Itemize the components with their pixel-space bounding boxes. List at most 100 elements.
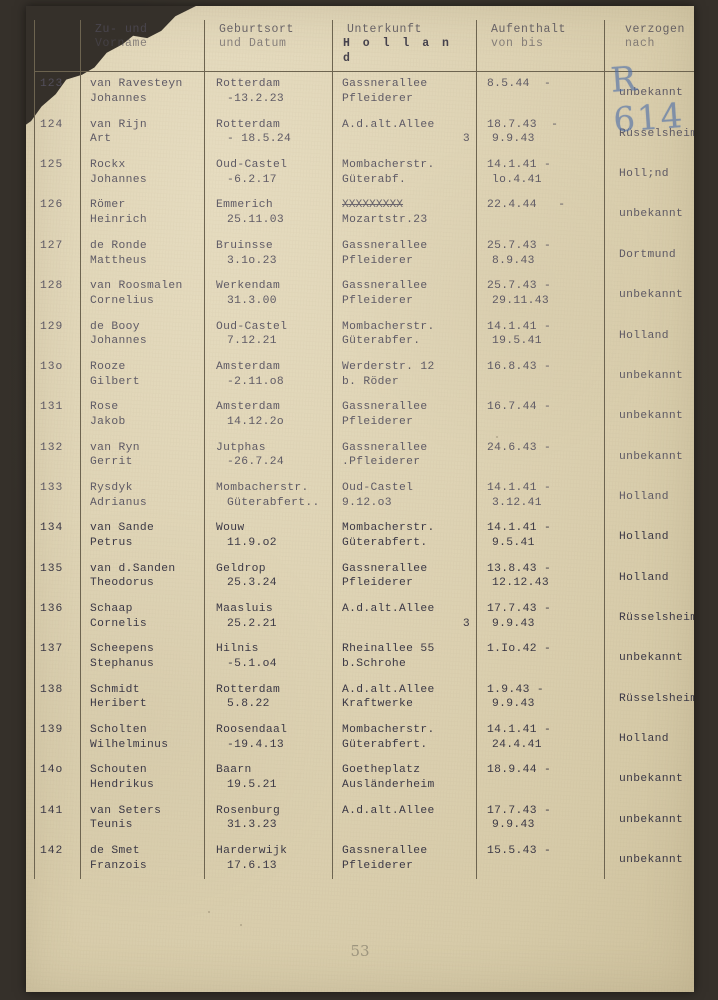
cell-destination: unbekannt [619, 289, 684, 302]
cell-record-number: 126 [34, 193, 81, 234]
cell-accommodation: Goetheplatz Ausländerheim [332, 758, 477, 799]
header-birth-line2: und Datum [219, 37, 287, 51]
cell-destination: Rüsselsheim [619, 692, 694, 705]
cell-accommodation: Werderstr. 12 b. Röder [332, 354, 477, 396]
cell-accommodation: Mombacherstr. Güterabfert. [332, 717, 477, 759]
cell-person-name: Schouten Hendrikus [80, 758, 205, 799]
cell-birthplace-date: Jutphas -26.7.24 [204, 435, 333, 476]
table-row: 125 Rockx Johannes Oud-Castel -6.2.17 Mombach… [34, 153, 695, 194]
paper-speck [208, 911, 210, 913]
header-dest-line2: nach [625, 37, 656, 51]
page-folio-number: 53 [350, 942, 370, 960]
cell-record-number: 132 [34, 435, 81, 476]
cell-destination: unbekannt [619, 652, 684, 665]
cell-stay-dates: 14.1.41 -19.5.41 [476, 314, 605, 355]
cell-birthplace-date: Rotterdam -13.2.23 [204, 71, 333, 113]
cell-record-number: 124 [34, 112, 81, 154]
cell-record-number: 136 [34, 596, 81, 638]
cell-stay-dates: 1.9.43 -9.9.43 [476, 677, 605, 718]
cell-stay-dates: 24.6.43 - [476, 435, 605, 476]
cell-stay-dates: 22.4.44 - [476, 193, 605, 234]
header-name-line1: Zu- und [95, 23, 148, 36]
cell-destination: Holland [619, 329, 669, 342]
table-row: 131 Rose Jakob Amsterdam 14.12.2o Gassneralle… [34, 395, 695, 436]
cell-birthplace-date: Wouw 11.9.o2 [204, 516, 333, 557]
registry-table: Zu- und Vorname Geburtsort und Datum Unt… [34, 20, 695, 880]
cell-birthplace-date: Baarn 19.5.21 [204, 758, 333, 799]
cell-stay-dates: 14.1.41 -9.5.41 [476, 516, 605, 557]
table-row: 132 van Ryn Gerrit Jutphas -26.7.24 Gassneral… [34, 435, 695, 476]
cell-accommodation: A.d.alt.Allee [332, 798, 477, 839]
table-row: 13o Rooze Gilbert Amsterdam -2.11.o8 Werderst… [34, 354, 695, 396]
cell-accommodation: Gassnerallee Pfleiderer [332, 838, 477, 880]
header-stay-line1: Aufenthalt [491, 23, 567, 36]
cell-accommodation: XXXXXXXXX Mozartstr.23 [332, 193, 477, 234]
cell-stay-dates: 18.9.44 - [476, 758, 605, 799]
cell-stay-dates: 16.7.44 - [476, 395, 605, 436]
cell-destination: Rüsselsheim [619, 127, 694, 140]
cell-stay-dates: 25.7.43 -29.11.43 [476, 274, 605, 315]
column-header-name: Zu- und Vorname [80, 20, 205, 73]
column-header-birthplace: Geburtsort und Datum [204, 20, 333, 73]
cell-stay-dates: 1.Io.42 - [476, 637, 605, 678]
table-row: 142 de Smet Franzois Harderwijk 17.6.13 Gassn… [34, 838, 695, 880]
cell-stay-dates: 8.5.44 - [476, 71, 605, 113]
cell-birthplace-date: Hilnis -5.1.o4 [204, 637, 333, 678]
cell-birthplace-date: Geldrop 25.3.24 [204, 556, 333, 597]
table-row: 123 van Ravesteyn Johannes Rotterdam -13.2.2… [34, 71, 695, 113]
cell-record-number: 134 [34, 516, 81, 557]
header-acc-line1: Unterkunft [347, 23, 423, 36]
cell-accommodation: Mombacherstr. Güterabf. [332, 153, 477, 194]
table-row: 139 Scholten Wilhelminus Roosendaal -19.4.13… [34, 717, 695, 759]
table-row: 124 van Rijn Art Rotterdam - 18.5.24 A.d.alt.… [34, 112, 694, 154]
cell-stay-dates: 17.7.43 -9.9.43 [476, 798, 605, 839]
cell-record-number: 14o [34, 758, 81, 799]
cell-birthplace-date: Harderwijk 17.6.13 [204, 838, 333, 880]
cell-accommodation: Gassnerallee Pfleiderer [332, 71, 477, 113]
table-row: 141 van Seters Teunis Rosenburg 31.3.23 A.d.a… [34, 798, 695, 839]
cell-destination: Holland [619, 531, 669, 544]
cell-birthplace-date: Werkendam 31.3.00 [204, 274, 333, 315]
cell-stay-dates: 17.7.43 -9.9.43 [476, 596, 605, 638]
cell-birthplace-date: Oud-Castel -6.2.17 [204, 153, 333, 194]
table-row: 127 de Ronde Mattheus Bruinsse 3.1o.23 Gassne… [34, 233, 695, 275]
cell-destination: Holl;nd [619, 168, 669, 181]
cell-person-name: de Ronde Mattheus [80, 233, 205, 275]
cell-record-number: 135 [34, 556, 81, 597]
cell-birthplace-date: Rosenburg 31.3.23 [204, 798, 333, 839]
cell-stay-dates: 14.1.41 -3.12.41 [476, 475, 605, 517]
cell-destination: unbekannt [619, 369, 684, 382]
cell-record-number: 128 [34, 274, 81, 315]
cell-person-name: Schaap Cornelis [80, 596, 205, 638]
cell-birthplace-date: Amsterdam -2.11.o8 [204, 354, 333, 396]
header-stay-line2: von bis [491, 37, 544, 51]
blue-pencil-annotation: R 614 [609, 59, 686, 141]
cell-record-number: 141 [34, 798, 81, 839]
table-row: 128 van Roosmalen Cornelius Werkendam 31.3.0… [34, 274, 695, 315]
cell-person-name: de Booy Johannes [80, 314, 205, 355]
cell-accommodation: Gassnerallee Pfleiderer [332, 233, 477, 275]
cell-record-number: 13o [34, 354, 81, 396]
cell-destination: unbekannt [619, 87, 684, 100]
cell-person-name: van Rijn Art [80, 112, 205, 154]
header-acc-line2: H o l l a n d [343, 37, 452, 65]
table-row: 126 Römer Heinrich Emmerich 25.11.03 XXXXXXXX… [34, 193, 695, 234]
cell-destination: unbekannt [619, 773, 684, 786]
cell-destination: Holland [619, 490, 669, 503]
cell-accommodation: A.d.alt.Allee 3 [332, 112, 477, 154]
cell-birthplace-date: Mombacherstr. Güterabfert.. [204, 475, 333, 517]
cell-destination: unbekannt [619, 208, 684, 221]
table-row: 129 de Booy Johannes Oud-Castel 7.12.21 Momba… [34, 314, 695, 355]
cell-birthplace-date: Oud-Castel 7.12.21 [204, 314, 333, 355]
cell-record-number: 125 [34, 153, 81, 194]
cell-stay-dates: 14.1.41 -24.4.41 [476, 717, 605, 759]
cell-destination: Dortmund [619, 248, 677, 261]
table-header: Zu- und Vorname Geburtsort und Datum Unt… [34, 20, 694, 73]
cell-birthplace-date: Rotterdam 5.8.22 [204, 677, 333, 718]
column-header-accommodation: Unterkunft H o l l a n d [332, 20, 477, 73]
cell-person-name: van Ryn Gerrit [80, 435, 205, 476]
cell-record-number: 138 [34, 677, 81, 718]
cell-record-number: 139 [34, 717, 81, 759]
cell-birthplace-date: Emmerich 25.11.03 [204, 193, 333, 234]
table-row: 133 Rysdyk Adrianus Mombacherstr. Güterabfer… [34, 475, 695, 517]
